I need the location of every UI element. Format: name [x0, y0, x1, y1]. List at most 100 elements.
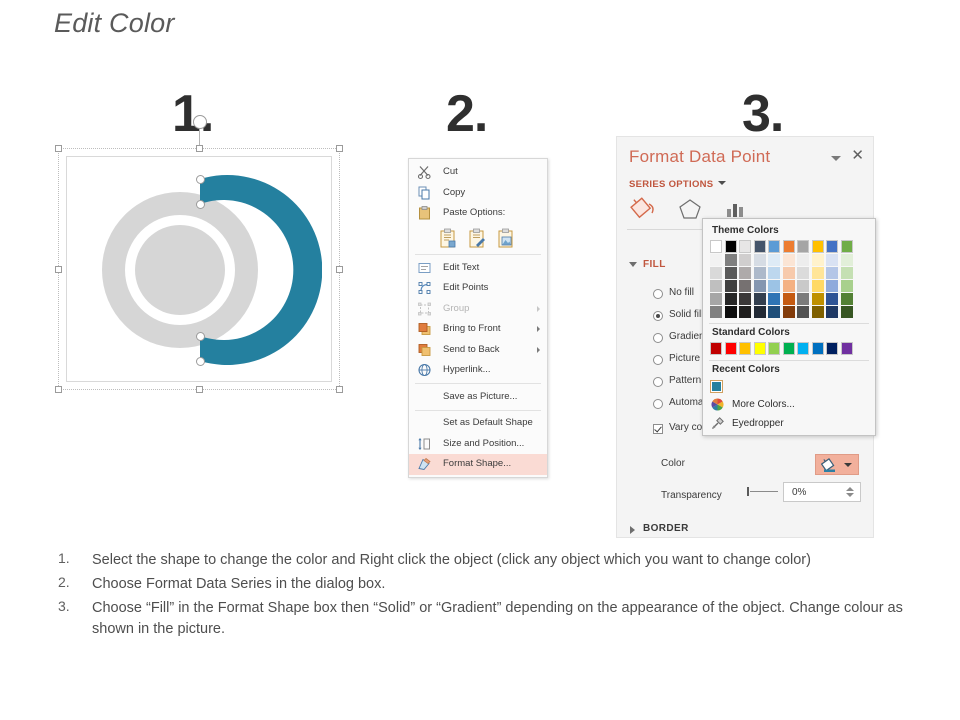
- theme-color-tint-swatch[interactable]: [797, 280, 809, 292]
- standard-color-swatch[interactable]: [768, 342, 780, 355]
- more-colors-item[interactable]: More Colors...: [703, 395, 875, 414]
- border-section-toggle-icon[interactable]: [630, 526, 635, 534]
- rotate-handle-icon[interactable]: [193, 115, 207, 129]
- theme-color-tint-swatch[interactable]: [739, 254, 751, 266]
- resize-handle-bottom-left[interactable]: [55, 386, 62, 393]
- theme-color-tint-swatch[interactable]: [753, 293, 766, 305]
- bar-chart-icon[interactable]: [721, 195, 751, 223]
- theme-color-tint-swatch[interactable]: [739, 306, 751, 318]
- shape-selection-frame[interactable]: [55, 115, 343, 393]
- fill-color-button[interactable]: [815, 454, 859, 475]
- theme-color-tint-swatch[interactable]: [782, 280, 795, 292]
- theme-color-tint-swatch[interactable]: [782, 254, 795, 266]
- radio-no-fill[interactable]: [653, 289, 663, 299]
- theme-color-tint-swatch[interactable]: [768, 254, 780, 266]
- context-menu-item-copy[interactable]: Copy: [409, 183, 547, 204]
- theme-colors-grid[interactable]: [703, 240, 875, 318]
- context-menu-item-send-to-back[interactable]: Send to Back: [409, 340, 547, 361]
- theme-color-tint-swatch[interactable]: [739, 267, 751, 279]
- theme-color-tint-swatch[interactable]: [739, 280, 751, 292]
- theme-color-swatch[interactable]: [811, 240, 824, 253]
- transparency-slider-track[interactable]: [750, 491, 778, 492]
- close-icon[interactable]: ✕: [851, 147, 864, 164]
- theme-color-tint-swatch[interactable]: [753, 280, 766, 292]
- transparency-slider-knob[interactable]: [747, 487, 749, 496]
- theme-color-tint-swatch[interactable]: [797, 306, 809, 318]
- eyedropper-item[interactable]: Eyedropper: [703, 414, 875, 433]
- theme-color-tint-swatch[interactable]: [710, 293, 722, 305]
- standard-color-swatch[interactable]: [724, 342, 737, 355]
- theme-color-tint-swatch[interactable]: [724, 280, 737, 292]
- border-section-header[interactable]: BORDER: [643, 523, 689, 534]
- donut-accent-arc[interactable]: [200, 175, 323, 365]
- resize-handle-middle-left[interactable]: [55, 266, 62, 273]
- theme-color-tint-swatch[interactable]: [840, 267, 853, 279]
- context-menu-item-bring-to-front[interactable]: Bring to Front: [409, 319, 547, 340]
- standard-color-swatch[interactable]: [782, 342, 795, 355]
- theme-color-tint-swatch[interactable]: [724, 293, 737, 305]
- theme-color-tint-swatch[interactable]: [782, 306, 795, 318]
- theme-color-tint-swatch[interactable]: [826, 280, 838, 292]
- context-menu-item-format-shape[interactable]: Format Shape...: [409, 454, 547, 475]
- theme-color-tint-swatch[interactable]: [739, 293, 751, 305]
- standard-colors-row[interactable]: [703, 342, 875, 355]
- paint-bucket-icon[interactable]: [629, 195, 659, 223]
- spinner-down-icon[interactable]: [846, 493, 854, 497]
- color-picker-flyout[interactable]: Theme Colors Standard Colors Recent Colo…: [702, 218, 876, 436]
- standard-color-swatch[interactable]: [710, 342, 722, 355]
- context-menu-item-save-as-picture[interactable]: Save as Picture...: [409, 387, 547, 408]
- radio-solid-fill[interactable]: [653, 311, 663, 321]
- theme-color-tint-swatch[interactable]: [811, 293, 824, 305]
- theme-color-tint-swatch[interactable]: [826, 293, 838, 305]
- donut-chart[interactable]: [72, 154, 323, 386]
- pentagon-icon[interactable]: [675, 195, 705, 223]
- theme-color-tint-swatch[interactable]: [826, 306, 838, 318]
- theme-color-tint-swatch[interactable]: [840, 293, 853, 305]
- theme-color-tint-swatch[interactable]: [724, 254, 737, 266]
- radio-picture-fill[interactable]: [653, 355, 663, 365]
- series-options-dropdown[interactable]: SERIES OPTIONS: [629, 179, 727, 190]
- recent-color-swatch[interactable]: [710, 380, 723, 393]
- resize-handle-top-left[interactable]: [55, 145, 62, 152]
- theme-color-tint-swatch[interactable]: [768, 280, 780, 292]
- segment-handle-bottom-outer[interactable]: [196, 357, 205, 366]
- theme-color-tint-swatch[interactable]: [768, 306, 780, 318]
- standard-color-swatch[interactable]: [739, 342, 751, 355]
- theme-color-tint-swatch[interactable]: [840, 280, 853, 292]
- segment-handle-top-inner[interactable]: [196, 200, 205, 209]
- standard-color-swatch[interactable]: [797, 342, 809, 355]
- context-menu-item-hyperlink[interactable]: Hyperlink...: [409, 360, 547, 381]
- theme-color-tint-swatch[interactable]: [710, 280, 722, 292]
- resize-handle-bottom-center[interactable]: [196, 386, 203, 393]
- theme-color-swatch[interactable]: [753, 240, 766, 253]
- theme-color-tint-swatch[interactable]: [811, 267, 824, 279]
- theme-color-swatch[interactable]: [826, 240, 838, 253]
- segment-handle-top-outer[interactable]: [196, 175, 205, 184]
- theme-color-tint-swatch[interactable]: [753, 306, 766, 318]
- theme-color-tint-swatch[interactable]: [724, 267, 737, 279]
- spinner-up-icon[interactable]: [846, 487, 854, 491]
- checkbox-vary-colors[interactable]: [653, 424, 663, 434]
- theme-color-tint-swatch[interactable]: [753, 254, 766, 266]
- theme-color-tint-swatch[interactable]: [840, 254, 853, 266]
- standard-color-swatch[interactable]: [753, 342, 766, 355]
- chevron-down-icon[interactable]: [831, 156, 841, 161]
- standard-color-swatch[interactable]: [840, 342, 853, 355]
- theme-color-swatch[interactable]: [840, 240, 853, 253]
- theme-color-tint-swatch[interactable]: [826, 254, 838, 266]
- theme-color-tint-swatch[interactable]: [710, 267, 722, 279]
- fill-section-header[interactable]: FILL: [643, 259, 666, 270]
- transparency-input[interactable]: 0%: [783, 482, 861, 502]
- theme-color-tint-swatch[interactable]: [782, 293, 795, 305]
- resize-handle-top-right[interactable]: [336, 145, 343, 152]
- theme-color-swatch[interactable]: [739, 240, 751, 253]
- context-menu-item-size-and-position[interactable]: Size and Position...: [409, 434, 547, 455]
- resize-handle-middle-right[interactable]: [336, 266, 343, 273]
- radio-automatic[interactable]: [653, 399, 663, 409]
- theme-color-tint-swatch[interactable]: [768, 293, 780, 305]
- resize-handle-top-center[interactable]: [196, 145, 203, 152]
- context-menu-item-edit-text[interactable]: Edit Text: [409, 258, 547, 279]
- theme-color-swatch[interactable]: [710, 240, 722, 253]
- recent-colors-row[interactable]: [703, 379, 875, 395]
- fill-section-toggle-icon[interactable]: [629, 262, 637, 267]
